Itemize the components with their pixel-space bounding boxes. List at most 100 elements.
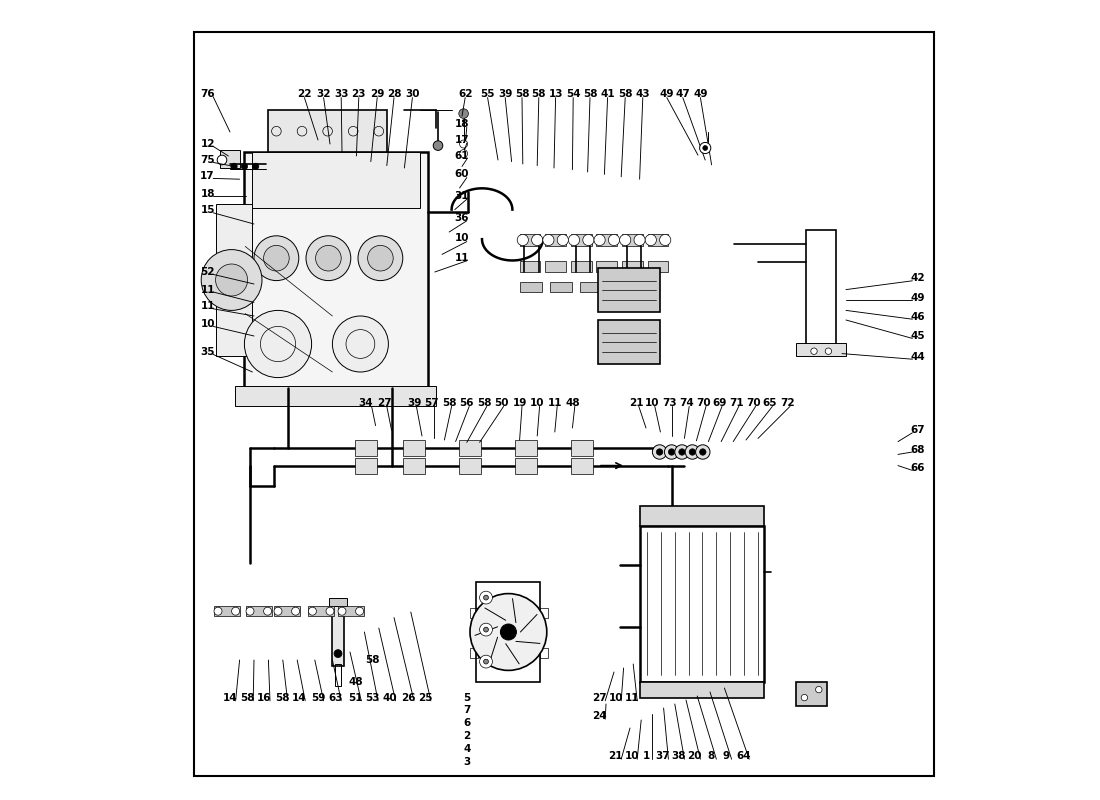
Text: 13: 13 xyxy=(548,90,563,99)
Bar xyxy=(640,526,764,682)
Text: 8: 8 xyxy=(707,751,714,761)
Bar xyxy=(519,261,540,272)
Bar xyxy=(244,152,428,388)
Circle shape xyxy=(815,686,822,693)
Text: 10: 10 xyxy=(645,398,660,408)
Circle shape xyxy=(652,445,667,459)
Text: 43: 43 xyxy=(636,90,650,99)
Text: 38: 38 xyxy=(671,751,686,761)
Bar xyxy=(329,598,346,606)
Text: 4: 4 xyxy=(463,744,471,754)
Text: 48: 48 xyxy=(565,398,580,408)
Bar xyxy=(252,152,420,208)
Text: 35: 35 xyxy=(200,347,214,357)
Circle shape xyxy=(801,694,807,701)
Text: 39: 39 xyxy=(407,398,421,408)
Text: 67: 67 xyxy=(911,426,925,435)
Circle shape xyxy=(214,607,222,615)
Bar xyxy=(355,440,377,456)
Text: 17: 17 xyxy=(200,171,214,181)
Bar xyxy=(459,458,481,474)
Text: 33: 33 xyxy=(334,90,349,99)
Circle shape xyxy=(264,607,272,615)
Text: 58: 58 xyxy=(477,398,492,408)
Bar xyxy=(519,234,540,246)
Text: 9: 9 xyxy=(723,751,729,761)
Text: 64: 64 xyxy=(736,751,751,761)
Circle shape xyxy=(542,234,554,246)
Bar xyxy=(596,261,617,272)
Bar xyxy=(640,506,764,526)
Text: 58: 58 xyxy=(365,655,380,665)
Bar xyxy=(214,606,240,616)
Bar xyxy=(246,606,272,616)
Bar xyxy=(550,282,572,292)
Text: 15: 15 xyxy=(200,206,214,215)
Circle shape xyxy=(480,591,493,604)
Text: 2: 2 xyxy=(463,731,471,741)
Text: 5: 5 xyxy=(463,693,471,702)
Text: 14: 14 xyxy=(293,693,307,702)
Text: 58: 58 xyxy=(442,398,456,408)
Text: 7: 7 xyxy=(463,706,471,715)
Circle shape xyxy=(358,236,403,281)
Text: 3: 3 xyxy=(463,757,471,766)
Text: 30: 30 xyxy=(405,90,420,99)
Bar xyxy=(519,282,542,292)
Circle shape xyxy=(634,234,646,246)
Circle shape xyxy=(703,146,707,150)
Text: 19: 19 xyxy=(513,398,527,408)
Bar xyxy=(515,458,537,474)
Bar xyxy=(403,440,426,456)
Circle shape xyxy=(326,607,334,615)
Circle shape xyxy=(484,627,488,632)
Circle shape xyxy=(241,163,248,170)
Text: 53: 53 xyxy=(365,693,380,702)
Circle shape xyxy=(254,236,299,281)
Text: 28: 28 xyxy=(387,90,402,99)
Circle shape xyxy=(608,234,619,246)
Circle shape xyxy=(433,141,443,150)
Bar xyxy=(540,648,549,658)
Text: 50: 50 xyxy=(494,398,508,408)
Bar xyxy=(546,261,566,272)
Circle shape xyxy=(334,650,342,658)
Bar xyxy=(220,150,240,168)
Text: 70: 70 xyxy=(746,398,760,408)
Text: 26: 26 xyxy=(402,693,416,702)
Text: 54: 54 xyxy=(565,90,581,99)
Circle shape xyxy=(252,163,258,170)
Text: 39: 39 xyxy=(498,90,513,99)
Circle shape xyxy=(316,246,341,271)
Text: 10: 10 xyxy=(200,319,214,329)
Circle shape xyxy=(201,250,262,310)
Circle shape xyxy=(338,607,346,615)
Circle shape xyxy=(531,234,542,246)
Bar xyxy=(621,234,642,246)
Text: 18: 18 xyxy=(200,189,214,198)
Text: 58: 58 xyxy=(583,90,597,99)
Text: 70: 70 xyxy=(696,398,711,408)
Circle shape xyxy=(660,234,671,246)
Text: 37: 37 xyxy=(656,751,670,761)
Text: 11: 11 xyxy=(200,302,214,311)
Circle shape xyxy=(470,594,547,670)
Text: 58: 58 xyxy=(515,90,529,99)
Circle shape xyxy=(700,142,711,154)
Text: 76: 76 xyxy=(200,90,214,99)
Bar xyxy=(571,234,592,246)
Circle shape xyxy=(244,310,311,378)
Text: 27: 27 xyxy=(592,693,607,702)
Bar xyxy=(274,606,299,616)
Circle shape xyxy=(619,234,630,246)
Text: 49: 49 xyxy=(693,90,707,99)
Bar xyxy=(338,606,364,616)
Bar xyxy=(648,234,669,246)
Circle shape xyxy=(217,155,227,165)
Text: 60: 60 xyxy=(454,170,470,179)
Circle shape xyxy=(685,445,700,459)
Text: 10: 10 xyxy=(454,234,470,243)
Bar xyxy=(470,608,478,618)
Bar xyxy=(332,606,343,666)
Bar xyxy=(268,110,387,152)
